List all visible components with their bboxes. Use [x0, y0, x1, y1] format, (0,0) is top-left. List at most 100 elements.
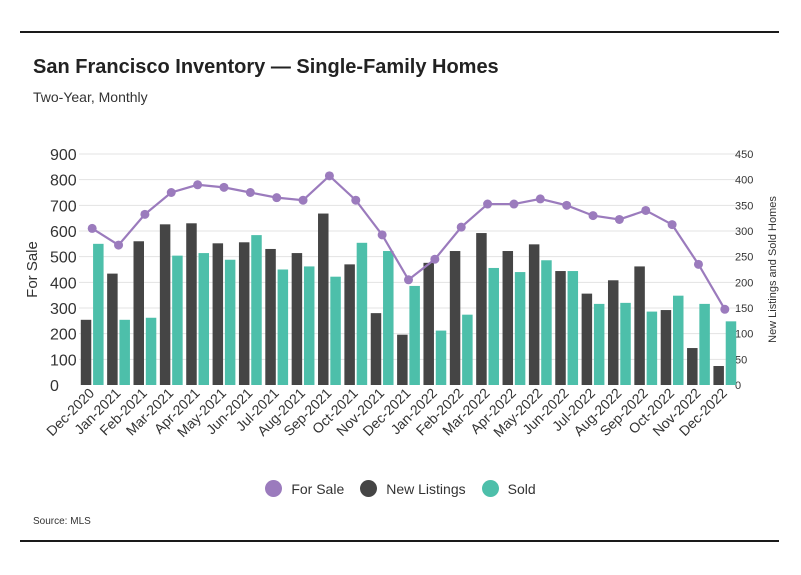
bar-new-listings: [318, 213, 329, 385]
for-sale-point: [693, 259, 703, 269]
bar-sold: [356, 242, 368, 385]
bar-sold: [303, 266, 315, 385]
for-sale-point: [351, 195, 361, 205]
right-tick-label: 50: [735, 354, 747, 366]
chart-canvas: 0 100 200 300 400 500 600 700 800 900 0 50 100 150 200…: [24, 147, 779, 440]
legend-item-sold: Sold: [481, 480, 536, 497]
bar-new-listings: [423, 262, 434, 385]
bar-new-listings: [555, 271, 566, 385]
left-axis-label: For Sale: [24, 241, 41, 298]
bar-new-listings: [687, 348, 698, 385]
bar-new-listings: [397, 334, 408, 385]
for-sale-point: [667, 220, 677, 230]
bar-new-listings: [238, 242, 250, 385]
bar-new-listings: [344, 264, 355, 385]
left-tick-label: 500: [50, 250, 77, 267]
right-axis-label: New Listings and Sold Homes: [767, 196, 779, 343]
right-tick-label: 450: [735, 149, 753, 161]
left-tick-label: 100: [50, 352, 77, 369]
for-sale-point: [509, 199, 519, 209]
left-tick-label: 900: [50, 147, 77, 164]
bar-new-listings: [107, 273, 118, 385]
right-tick-label: 300: [735, 226, 753, 238]
source-note: Source: MLS: [33, 516, 91, 527]
for-sale-point: [219, 182, 229, 192]
bar-new-listings: [502, 251, 514, 385]
for-sale-point: [377, 230, 387, 240]
bar-sold: [330, 276, 341, 385]
bar-sold: [409, 285, 420, 385]
bar-new-listings: [634, 266, 645, 385]
for-sale-point: [140, 209, 150, 219]
bar-sold: [488, 267, 499, 385]
for-sale-point: [324, 171, 334, 181]
for-sale-point: [535, 194, 545, 204]
left-tick-label: 600: [50, 224, 77, 241]
for-sale-point: [641, 205, 651, 215]
bar-new-listings: [80, 319, 92, 385]
for-sale-point: [166, 188, 176, 197]
bar-new-listings: [528, 244, 540, 385]
bar-sold: [541, 260, 552, 385]
for-sale-point: [456, 222, 466, 232]
for-sale-point: [562, 200, 572, 210]
left-tick-label: 800: [50, 173, 77, 190]
top-rule: [20, 31, 779, 33]
legend-swatch-for-sale: [265, 480, 283, 497]
bar-sold: [251, 235, 262, 385]
bar-sold: [145, 317, 157, 385]
legend-swatch-sold: [481, 480, 499, 497]
bar-new-listings: [449, 251, 461, 385]
bar-new-listings: [159, 224, 171, 385]
left-tick-label: 700: [50, 198, 77, 215]
legend: For Sale New Listings Sold: [0, 480, 801, 497]
bar-new-listings: [370, 313, 382, 385]
bar-new-listings: [265, 248, 276, 385]
for-sale-point: [404, 275, 413, 285]
bar-new-listings: [133, 241, 144, 385]
legend-item-new-listings: New Listings: [360, 480, 466, 497]
bar-sold: [699, 303, 710, 385]
for-sale-point: [87, 223, 97, 233]
left-axis-ticks: 0 100 200 300 400 500 600 700 800 900: [50, 147, 77, 395]
bar-new-listings: [660, 310, 672, 385]
right-tick-label: 250: [735, 252, 753, 264]
bar-sold: [620, 302, 631, 385]
right-tick-label: 100: [735, 329, 753, 341]
left-tick-label: 400: [50, 275, 77, 292]
for-sale-point: [298, 195, 308, 205]
sold-bars: [93, 235, 737, 385]
for-sale-point: [272, 193, 282, 203]
bar-sold: [514, 272, 526, 385]
x-axis-ticks: Dec-2020Jan-2021Feb-2021Mar-2021Apr-2021…: [43, 385, 730, 440]
right-tick-label: 200: [735, 277, 753, 289]
left-tick-label: 200: [50, 327, 77, 344]
bar-sold: [462, 314, 473, 385]
bar-new-listings: [607, 280, 619, 385]
for-sale-points: [87, 171, 730, 314]
legend-item-for-sale: For Sale: [265, 480, 344, 497]
chart-title: San Francisco Inventory — Single-Family …: [33, 56, 499, 78]
bar-new-listings: [186, 223, 197, 385]
bar-sold: [172, 255, 183, 385]
bar-sold: [646, 311, 658, 385]
bar-sold: [725, 321, 737, 385]
bar-new-listings: [291, 253, 303, 385]
chart-subtitle: Two-Year, Monthly: [33, 89, 148, 105]
left-tick-label: 300: [50, 301, 77, 318]
bar-sold: [383, 251, 394, 385]
for-sale-point: [720, 304, 730, 314]
bar-new-listings: [476, 233, 487, 385]
bar-sold: [93, 243, 104, 385]
bottom-rule: [20, 540, 779, 542]
legend-swatch-new-listings: [360, 480, 378, 497]
right-tick-label: 0: [735, 380, 741, 392]
left-tick-label: 0: [50, 378, 59, 395]
bar-sold: [198, 253, 210, 385]
for-sale-point: [588, 211, 598, 221]
bar-sold: [673, 295, 684, 385]
bar-new-listings: [713, 366, 724, 385]
for-sale-point: [483, 199, 493, 209]
for-sale-point: [193, 180, 203, 190]
for-sale-point: [614, 214, 624, 224]
